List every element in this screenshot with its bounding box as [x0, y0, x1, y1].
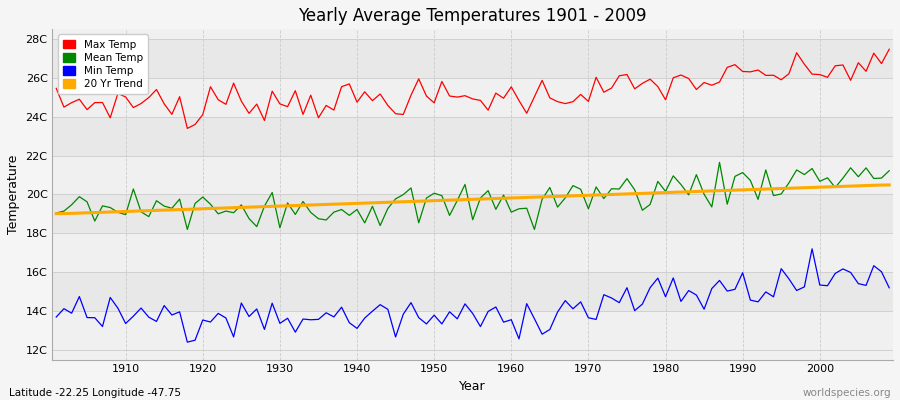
Y-axis label: Temperature: Temperature [7, 155, 20, 234]
Bar [52, 39, 893, 78]
Title: Yearly Average Temperatures 1901 - 2009: Yearly Average Temperatures 1901 - 2009 [299, 7, 647, 25]
Text: worldspecies.org: worldspecies.org [803, 388, 891, 398]
Bar [52, 311, 893, 350]
Text: Latitude -22.25 Longitude -47.75: Latitude -22.25 Longitude -47.75 [9, 388, 181, 398]
X-axis label: Year: Year [459, 380, 486, 393]
Bar [52, 194, 893, 233]
Bar [52, 117, 893, 156]
Bar [52, 272, 893, 311]
Bar [52, 78, 893, 117]
Bar [52, 156, 893, 194]
Legend: Max Temp, Mean Temp, Min Temp, 20 Yr Trend: Max Temp, Mean Temp, Min Temp, 20 Yr Tre… [58, 34, 148, 94]
Bar [52, 233, 893, 272]
